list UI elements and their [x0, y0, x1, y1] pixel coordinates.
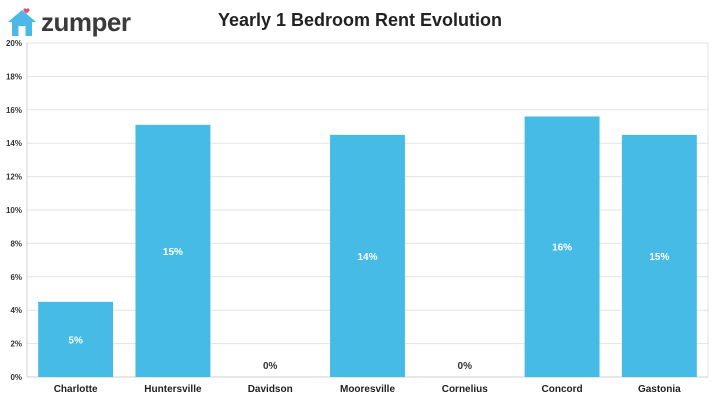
y-axis-ticks: 0% 2% 4% 6% 8% 10% 12% 14% 16% 18% 20% — [6, 39, 22, 382]
zumper-logo: zumper — [6, 6, 131, 38]
data-label: 14% — [357, 252, 377, 263]
data-label: 5% — [68, 335, 83, 346]
house-icon — [8, 8, 36, 36]
bar — [135, 124, 211, 377]
data-label: 0% — [458, 361, 473, 372]
chart-title: Yearly 1 Bedroom Rent Evolution — [217, 10, 503, 30]
data-label: 16% — [552, 243, 572, 254]
x-tick-label: Huntersville — [144, 384, 202, 395]
x-tick-label: Charlotte — [54, 384, 98, 395]
bar — [38, 301, 114, 377]
heart-icon — [23, 8, 30, 14]
brand-name: zumper — [41, 7, 131, 37]
bars — [38, 116, 697, 377]
x-axis-ticks: Charlotte Huntersville Davidson Mooresville… — [54, 384, 681, 395]
data-labels: 5% 15% 0% 14% 0% 16% 15% — [68, 243, 669, 372]
y-tick-label: 12% — [6, 173, 22, 182]
y-tick-label: 14% — [6, 139, 22, 148]
bar — [330, 134, 405, 377]
y-tick-label: 8% — [10, 239, 22, 248]
y-tick-label: 10% — [6, 206, 22, 215]
y-tick-label: 6% — [10, 273, 22, 282]
bar — [524, 116, 600, 377]
data-label: 15% — [649, 252, 669, 263]
y-tick-label: 4% — [10, 306, 22, 315]
x-tick-label: Davidson — [248, 384, 293, 395]
y-tick-label: 16% — [6, 106, 22, 115]
x-tick-label: Mooresville — [340, 384, 395, 395]
y-tick-label: 18% — [6, 72, 22, 81]
y-tick-label: 20% — [6, 39, 22, 48]
data-label: 15% — [163, 247, 183, 258]
bar — [621, 134, 697, 377]
y-tick-label: 0% — [10, 373, 22, 382]
y-tick-label: 2% — [10, 340, 22, 349]
x-tick-label: Cornelius — [442, 384, 489, 395]
data-label: 0% — [263, 361, 278, 372]
x-tick-label: Gastonia — [638, 384, 681, 395]
x-tick-label: Concord — [542, 384, 583, 395]
